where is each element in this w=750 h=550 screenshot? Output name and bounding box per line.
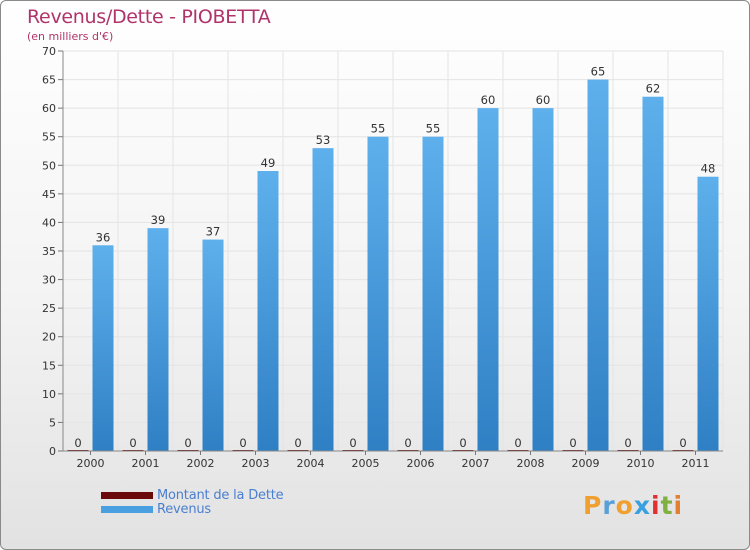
logo-letter: P [583, 491, 603, 520]
x-tick-label: 2000 [77, 457, 105, 470]
proxiti-logo: Proxiti [583, 491, 683, 520]
x-tick-label: 2010 [627, 457, 655, 470]
data-label-revenus: 49 [261, 156, 276, 170]
data-label-revenus: 62 [646, 82, 661, 96]
logo-letter: i [651, 491, 661, 520]
data-label-dette: 0 [624, 436, 631, 450]
legend-label-revenus: Revenus [157, 501, 211, 517]
y-tick-label: 55 [42, 131, 56, 144]
data-label-dette: 0 [679, 436, 686, 450]
data-label-dette: 0 [74, 436, 81, 450]
logo-letter: o [615, 491, 634, 520]
y-tick-label: 70 [42, 45, 56, 58]
x-tick-label: 2004 [297, 457, 325, 470]
data-label-revenus: 53 [316, 133, 331, 147]
y-tick-label: 40 [42, 216, 56, 229]
bar-revenus [422, 136, 444, 451]
x-tick-label: 2011 [682, 457, 710, 470]
bar-revenus [92, 245, 114, 451]
x-tick-label: 2007 [462, 457, 490, 470]
data-label-revenus: 48 [701, 162, 716, 176]
data-label-revenus: 65 [591, 65, 606, 79]
data-label-dette: 0 [404, 436, 411, 450]
logo-letter: r [602, 491, 616, 520]
data-label-revenus: 36 [96, 230, 111, 244]
data-label-revenus: 60 [536, 93, 551, 107]
y-tick-label: 60 [42, 102, 56, 115]
y-tick-label: 35 [42, 245, 56, 258]
data-label-dette: 0 [349, 436, 356, 450]
legend-swatch-revenus [101, 505, 153, 513]
data-label-revenus: 37 [206, 225, 221, 239]
data-label-dette: 0 [569, 436, 576, 450]
y-axis: 0 5 10 15 20 25 30 35 40 45 50 55 60 65 70 [42, 45, 64, 458]
legend-item-dette: Montant de la Dette [101, 487, 284, 503]
y-tick-label: 65 [42, 74, 56, 87]
x-tick-label: 2008 [517, 457, 545, 470]
bar-revenus [312, 148, 334, 451]
data-label-dette: 0 [184, 436, 191, 450]
x-axis: 2000 2001 2002 2003 2004 2005 2006 2007 2008 2009… [63, 450, 723, 470]
y-tick-label: 30 [42, 274, 56, 287]
data-label-revenus: 60 [481, 93, 496, 107]
y-tick-label: 45 [42, 188, 56, 201]
data-label-dette: 0 [514, 436, 521, 450]
legend-item-revenus: Revenus [101, 501, 211, 517]
y-tick-label: 50 [42, 159, 56, 172]
data-label-dette: 0 [239, 436, 246, 450]
bar-revenus [587, 79, 609, 452]
x-tick-label: 2009 [572, 457, 600, 470]
y-tick-label: 20 [42, 331, 56, 344]
bar-revenus [367, 136, 389, 451]
bar-revenus [202, 239, 224, 451]
x-tick-label: 2001 [132, 457, 160, 470]
data-label-dette: 0 [459, 436, 466, 450]
y-tick-label: 5 [49, 416, 56, 429]
y-tick-label: 0 [49, 445, 56, 458]
bar-revenus [147, 228, 169, 451]
data-label-dette: 0 [129, 436, 136, 450]
data-label-revenus: 55 [371, 122, 386, 136]
bar-revenus [477, 108, 499, 452]
bar-revenus [697, 176, 719, 451]
x-tick-label: 2006 [407, 457, 435, 470]
y-tick-label: 10 [42, 388, 56, 401]
legend-swatch-dette [101, 491, 153, 499]
x-tick-label: 2003 [242, 457, 270, 470]
bars: 0 36 0 39 0 37 0 49 0 53 0 55 0 55 0 60 0 60 0 65 0 62 0 48 [67, 65, 719, 452]
logo-letter: x [633, 491, 651, 520]
data-label-revenus: 39 [151, 213, 166, 227]
x-tick-label: 2002 [187, 457, 215, 470]
x-tick-label: 2005 [352, 457, 380, 470]
chart-subtitle: (en milliers d'€) [27, 30, 114, 43]
data-label-revenus: 55 [426, 122, 441, 136]
grid-lines [62, 50, 724, 452]
chart-title: Revenus/Dette - PIOBETTA [27, 6, 271, 28]
y-tick-label: 15 [42, 359, 56, 372]
y-tick-label: 25 [42, 302, 56, 315]
data-label-dette: 0 [294, 436, 301, 450]
bar-revenus [532, 108, 554, 452]
logo-letter: i [673, 491, 684, 520]
bar-revenus [257, 171, 279, 451]
legend-label-dette: Montant de la Dette [157, 487, 284, 503]
logo-letter: t [660, 491, 674, 520]
bar-revenus [642, 96, 664, 451]
